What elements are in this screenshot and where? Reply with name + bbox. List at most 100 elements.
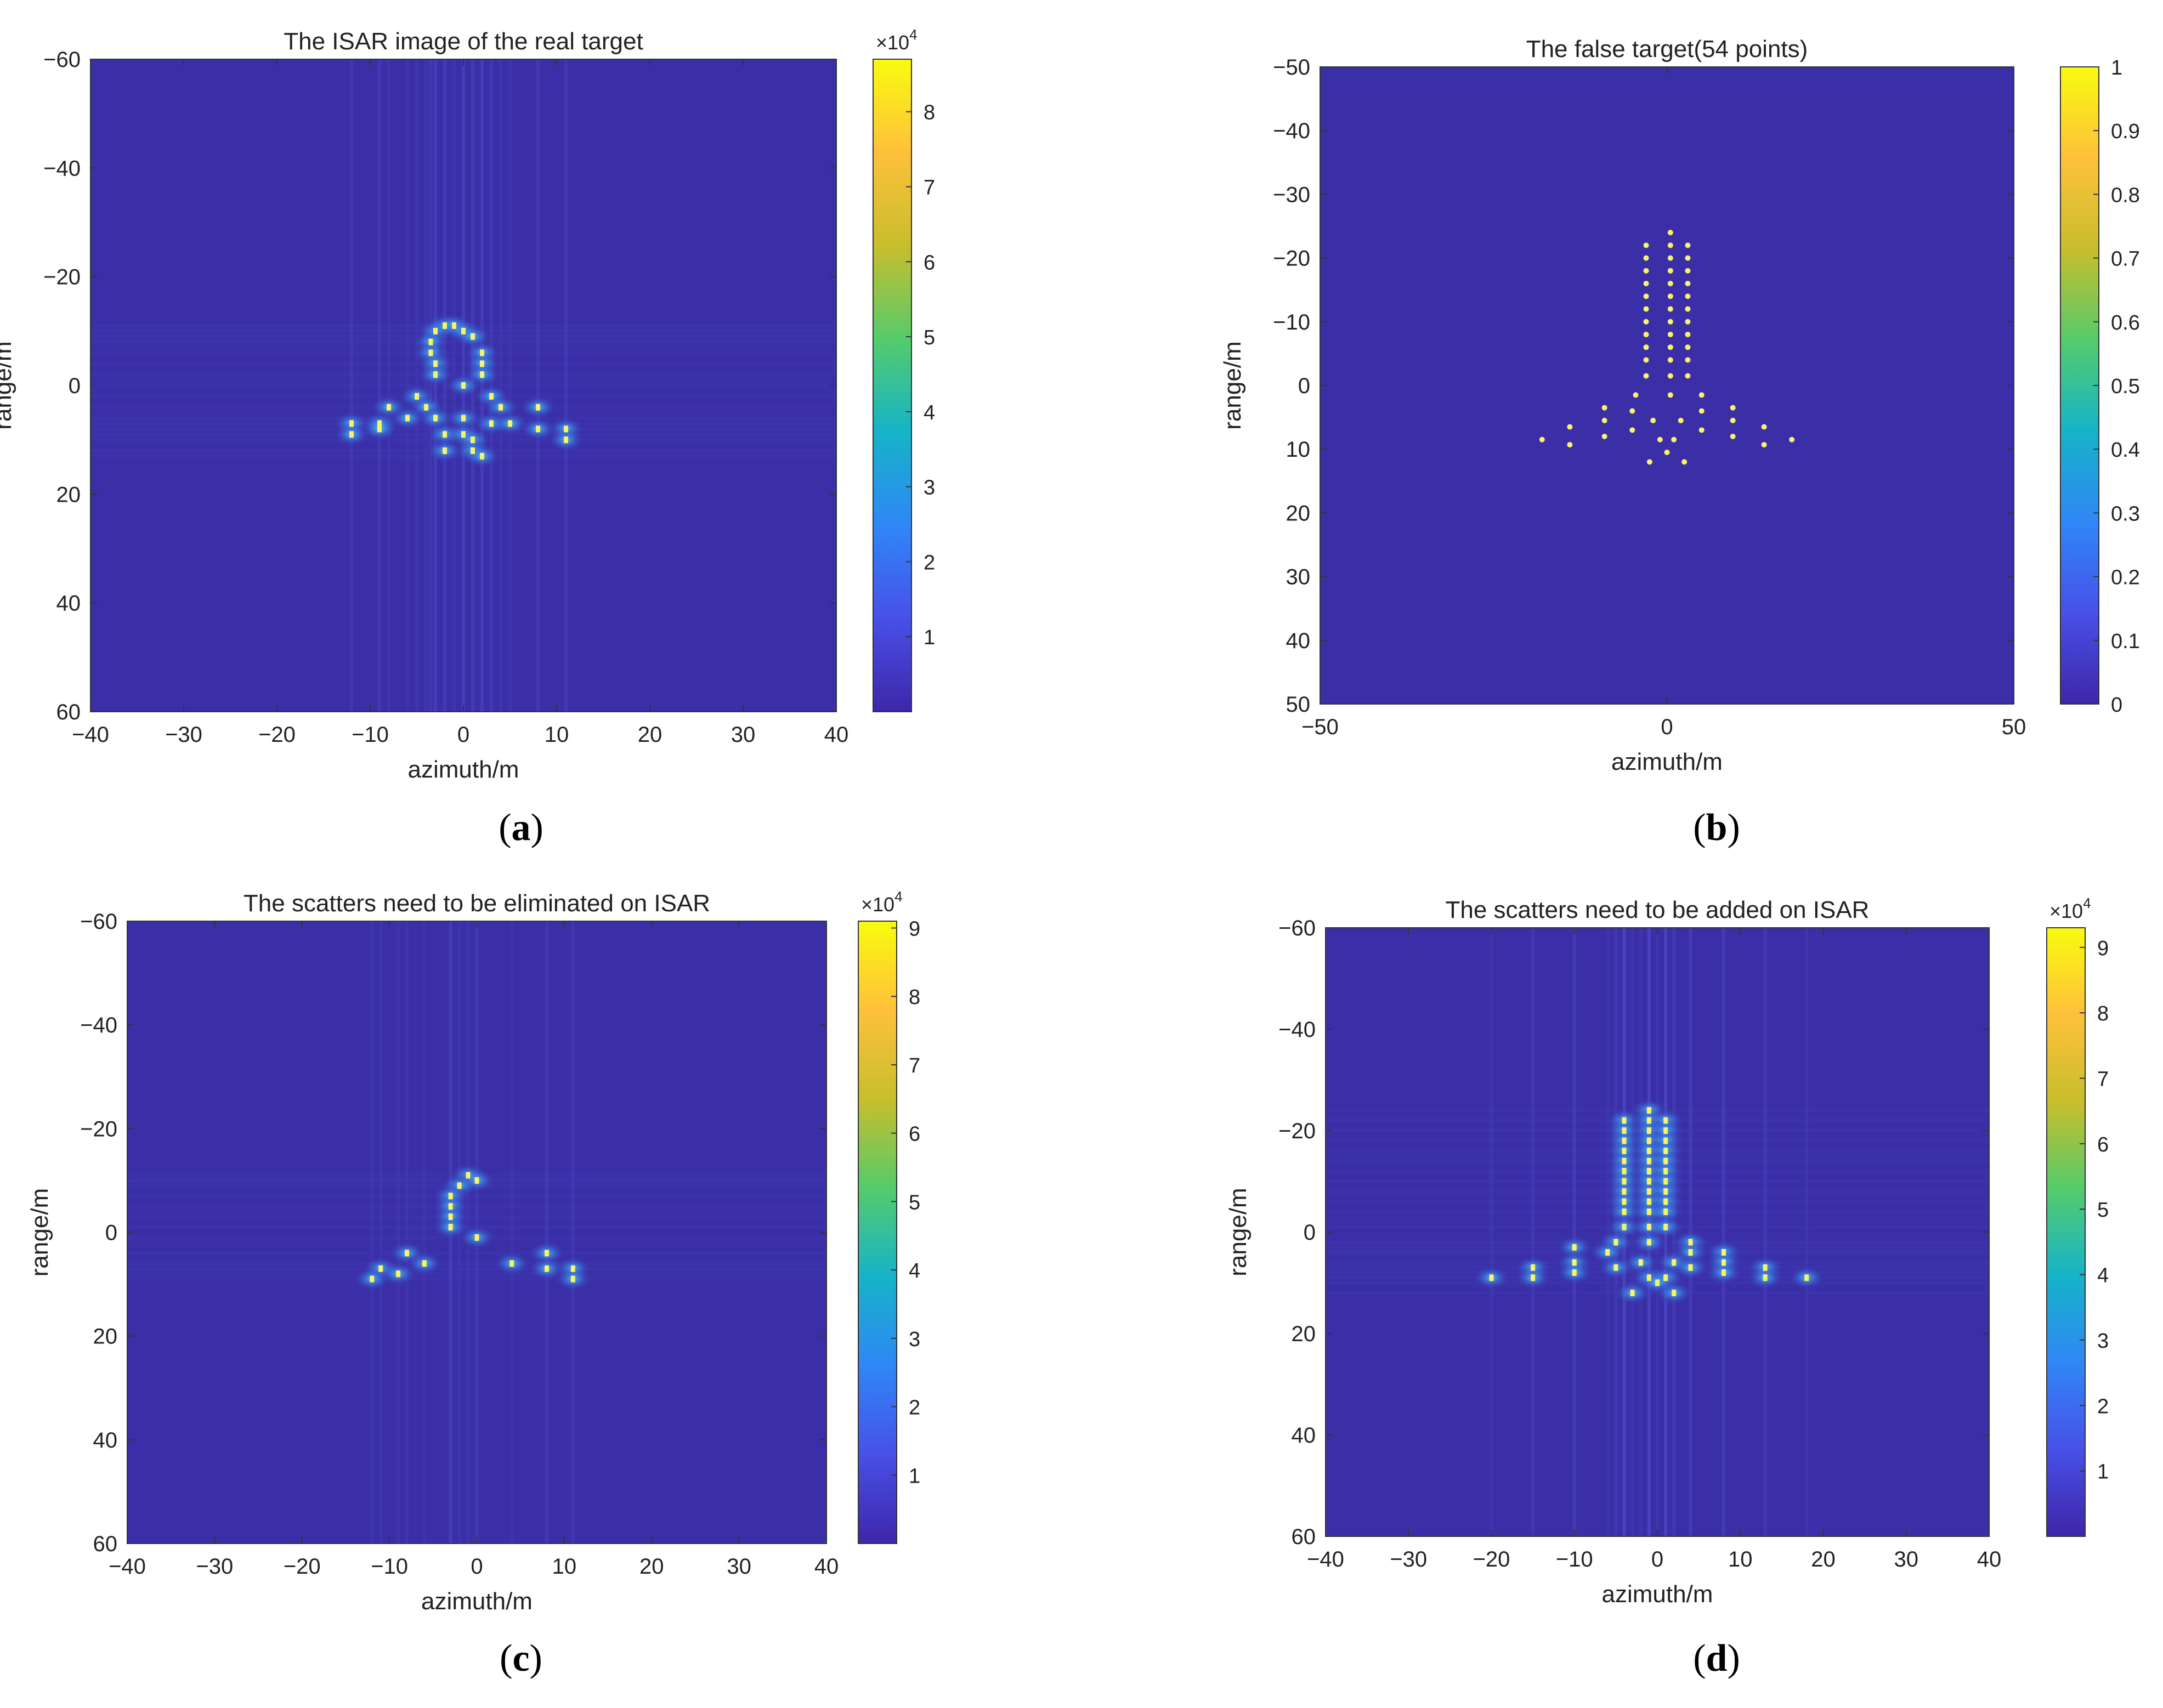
scatter-point (1730, 433, 1736, 439)
colorbar-tick-label: 5 (909, 1191, 920, 1214)
scatter-point (1613, 1264, 1618, 1271)
colorbar-tick-label: 8 (909, 986, 920, 1009)
colorbar-tick-label: 0.7 (2111, 248, 2140, 271)
scatter-point (1622, 1168, 1627, 1174)
colorbar-tick-label: 0.2 (2111, 566, 2140, 589)
scatter-point (424, 404, 428, 411)
sidelobe-streak (127, 1205, 826, 1208)
sidelobe-streak (564, 59, 568, 712)
scatter-point (1643, 332, 1649, 338)
x-axis-label: azimuth/m (421, 1588, 533, 1615)
x-tick-label: −10 (371, 1554, 408, 1579)
scatter-point (480, 371, 484, 378)
scatter-point (1685, 357, 1691, 363)
scatter-point (1730, 405, 1736, 411)
scatter-point (1601, 405, 1607, 411)
scatter-point (489, 393, 494, 400)
colorbar-tick-label: 0.3 (2111, 502, 2140, 525)
scatter-point (1646, 1188, 1651, 1195)
scatter-point (1688, 1249, 1693, 1256)
sidelobe-streak (127, 1262, 826, 1266)
x-tick-label: 20 (638, 723, 663, 747)
scatter-point (1629, 408, 1635, 414)
x-axis-label: azimuth/m (1611, 748, 1723, 775)
scatter-point (349, 431, 354, 438)
scatter-point (1622, 1188, 1627, 1195)
scatter-point (1643, 255, 1649, 261)
sidelobe-streak (1805, 928, 1809, 1536)
caption-b: (b) (1693, 807, 1740, 849)
scatter-point (1572, 1269, 1577, 1276)
scatter-point (1663, 1223, 1668, 1230)
scatter-point (1622, 1208, 1627, 1215)
colorbar-tick-label: 4 (2097, 1264, 2109, 1287)
colorbar-tick-label: 3 (2097, 1330, 2109, 1353)
y-tick-label: −20 (1273, 247, 1310, 271)
scatter-point (1685, 319, 1691, 325)
scatter-point (1663, 1178, 1668, 1185)
sidelobe-streak (350, 59, 353, 712)
x-tick-label: 30 (731, 723, 756, 747)
caption-a: (a) (499, 807, 543, 849)
y-tick-label: 30 (1286, 565, 1311, 589)
y-axis-label: range/m (1219, 341, 1246, 429)
y-tick-label: 40 (93, 1428, 118, 1452)
colorbar-tick-label: 8 (2097, 1002, 2109, 1025)
sidelobe-streak (350, 59, 353, 712)
colorbar-tick-label: 2 (909, 1397, 920, 1420)
scatter-point (570, 1265, 575, 1272)
scatter-point (415, 393, 419, 400)
colorbar-tick-label: 0.6 (2111, 311, 2140, 334)
y-tick-label: −10 (1273, 310, 1310, 334)
scatter-point (1763, 1274, 1768, 1281)
sidelobe-streak (127, 1267, 826, 1270)
scatter-point (1622, 1137, 1627, 1144)
y-tick-label: 20 (1292, 1322, 1316, 1346)
scatter-point (1667, 392, 1673, 398)
scatter-point (1630, 1290, 1635, 1296)
sidelobe-streak (378, 59, 381, 712)
scatter-point (489, 420, 494, 427)
scatter-point (1722, 1249, 1726, 1256)
scatter-point (1667, 357, 1673, 363)
scatter-point (1672, 1290, 1677, 1296)
sidelobe-streak (378, 59, 381, 712)
x-axis-label: azimuth/m (1602, 1581, 1713, 1608)
scatter-point (1572, 1259, 1577, 1266)
colorbar-exponent-power: 4 (909, 26, 917, 43)
colorbar-tick-label: 1 (2111, 56, 2122, 80)
y-tick-label: 0 (1304, 1221, 1316, 1245)
scatter-point (1667, 306, 1673, 312)
colorbar-tick-label: 6 (909, 1123, 920, 1146)
chart-title: The false target(54 points) (1526, 36, 1808, 63)
scatter-point (1730, 417, 1736, 423)
scatter-point (1601, 417, 1607, 423)
sidelobe-streak (571, 921, 575, 1544)
sidelobe-streak (1763, 928, 1767, 1536)
scatter-point (1643, 281, 1649, 287)
x-tick-label: −20 (258, 723, 296, 747)
x-tick-label: −30 (1390, 1547, 1427, 1571)
scatter-point (1622, 1223, 1627, 1230)
y-axis-label: range/m (26, 1188, 53, 1276)
y-tick-label: 20 (56, 483, 81, 507)
colorbar-tick-label: 0.8 (2111, 184, 2140, 207)
scatter-point (1572, 1244, 1577, 1251)
scatter-point (1698, 427, 1705, 433)
scatter-point (1622, 1148, 1627, 1154)
scatter-point (1663, 1117, 1668, 1124)
scatter-point (1646, 1223, 1651, 1230)
sidelobe-streak (370, 921, 374, 1544)
scatter-point (452, 322, 456, 329)
scatter-point (428, 349, 433, 356)
scatter-point (1685, 306, 1691, 312)
scatter-point (461, 382, 466, 389)
scatter-point (433, 415, 438, 422)
y-tick-label: 50 (1286, 693, 1311, 717)
x-tick-label: 0 (457, 723, 469, 747)
scatter-point (1663, 1198, 1668, 1205)
y-tick-label: 20 (1286, 501, 1311, 525)
scatter-point (1667, 293, 1673, 299)
colorbar (2060, 66, 2099, 705)
scatter-point (1663, 1157, 1668, 1165)
